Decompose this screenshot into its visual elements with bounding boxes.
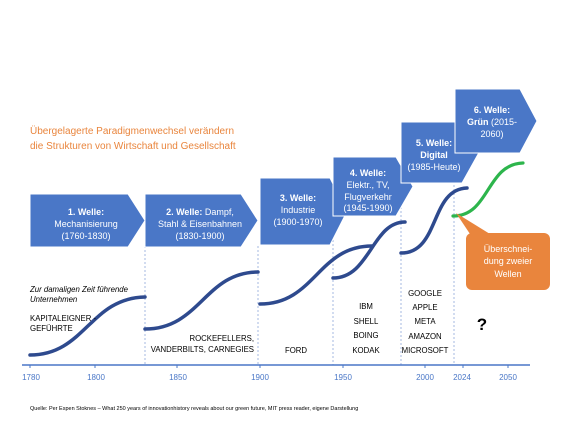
tick-label: 1800 — [87, 373, 105, 382]
wave-4-shape — [332, 156, 414, 217]
wave-curves — [28, 161, 525, 357]
wave-boundary-guides — [144, 153, 455, 365]
companies-intro-line-1: Zur damaligen Zeit führende — [29, 285, 129, 294]
companies-intro-line-2: Unternehmen — [30, 295, 77, 304]
wave-5-company: AMAZON — [408, 332, 441, 341]
callout-line-1: Überschnei- — [484, 244, 533, 254]
callout-box — [466, 233, 550, 290]
wave-1-shape — [29, 193, 146, 248]
callout-line-3: Wellen — [494, 269, 521, 279]
tick-label: 2000 — [416, 373, 434, 382]
wave-4-period: (1945-1990) — [343, 203, 392, 213]
wave-4-curve — [331, 220, 407, 280]
wave-4-company: BOING — [353, 331, 378, 340]
wave-2-heading-topic: Dampf, — [205, 207, 234, 217]
wave-6-shape — [454, 88, 538, 154]
wave-5-company: GOOGLE — [408, 289, 442, 298]
tick-label: 1850 — [169, 373, 187, 382]
wave-2-arrow: 2. Welle: Dampf, Stahl & Eisenbahnen (183… — [144, 193, 259, 248]
wave-6-unknown-companies: ? — [477, 315, 487, 334]
wave-6-arrow: 6. Welle: Grün (2015- 2060) — [454, 88, 538, 154]
wave-2-period: (1830-1900) — [175, 231, 224, 241]
wave-3-period: (1900-1970) — [273, 217, 322, 227]
wave-6-curve — [451, 161, 525, 218]
tick-label: 1780 — [22, 373, 40, 382]
wave-5-period: (1985-Heute) — [407, 162, 460, 172]
wave-5-curve — [399, 186, 469, 255]
headline-line-2: die Strukturen von Wirtschaft und Gesell… — [30, 141, 236, 152]
callout-pointer — [456, 213, 490, 237]
source-note: Quelle: Per Espen Stoknes – What 250 yea… — [30, 406, 358, 412]
leading-companies: Zur damaligen Zeit führende Unternehmen … — [29, 285, 487, 355]
wave-3-company: FORD — [285, 346, 307, 355]
tick-label: 2050 — [499, 373, 517, 382]
wave-3-shape — [259, 177, 348, 246]
wave-4-arrow: 4. Welle: Elektr., TV, Flugverkehr (1945… — [332, 156, 414, 217]
tick-label: 1900 — [251, 373, 269, 382]
wave-2-company: VANDERBILTS, CARNEGIES — [151, 345, 254, 354]
wave-6-topic: Grün — [467, 117, 489, 127]
overlap-callout: Überschnei- dung zweier Wellen — [456, 213, 550, 290]
wave-1-heading: 1. Welle: — [68, 207, 104, 217]
wave-1-company: KAPITALEIGNER - — [30, 314, 97, 323]
wave-2-company: ROCKEFELLERS, — [189, 334, 254, 343]
wave-2-heading-label: 2. Welle: — [166, 207, 202, 217]
wave-1-company: GEFÜHRTE — [30, 324, 73, 333]
wave-1-topic: Mechanisierung — [54, 219, 118, 229]
wave-2-curve — [143, 270, 260, 331]
wave-6-period-start: (2015- — [491, 117, 517, 127]
wave-6-period-end: 2060) — [480, 129, 503, 139]
wave-1-curve — [28, 295, 147, 357]
wave-4-heading: 4. Welle: — [350, 168, 386, 178]
time-axis: 1780 1800 1850 1900 1950 2000 2024 2050 — [22, 364, 530, 382]
headline-line-1: Übergelagerte Paradigmenwechsel veränder… — [30, 125, 234, 137]
wave-3-heading: 3. Welle: — [280, 193, 316, 203]
wave-4-topic-line-2: Flugverkehr — [344, 192, 392, 202]
wave-3-curve — [258, 244, 374, 306]
wave-2-shape — [144, 193, 259, 248]
axis-ticks — [29, 365, 509, 368]
wave-1-arrow: 1. Welle: Mechanisierung (1760-1830) — [29, 193, 146, 248]
callout-line-2: dung zweier — [484, 256, 533, 266]
wave-5-company: MICROSOFT — [402, 346, 449, 355]
axis-tick-labels: 1780 1800 1850 1900 1950 2000 2024 2050 — [22, 373, 517, 382]
wave-2-heading: 2. Welle: Dampf, — [166, 207, 234, 217]
tick-label: 1950 — [334, 373, 352, 382]
wave-5-topic: Digital — [420, 150, 448, 160]
wave-4-company: IBM — [359, 302, 373, 311]
wave-6-topic-line: Grün (2015- — [467, 117, 517, 127]
wave-4-company: SHELL — [354, 317, 379, 326]
wave-2-topic: Stahl & Eisenbahnen — [158, 219, 242, 229]
wave-6-heading: 6. Welle: — [474, 105, 510, 115]
tick-label: 2024 — [453, 373, 471, 382]
wave-4-topic-line-1: Elektr., TV, — [346, 180, 389, 190]
headline: Übergelagerte Paradigmenwechsel veränder… — [30, 125, 236, 152]
wave-5-company: META — [414, 317, 436, 326]
wave-5-heading: 5. Welle: — [416, 138, 452, 148]
wave-5-company: APPLE — [412, 303, 437, 312]
wave-3-topic: Industrie — [281, 205, 316, 215]
wave-4-company: KODAK — [352, 346, 380, 355]
wave-3-arrow: 3. Welle: Industrie (1900-1970) — [259, 177, 348, 246]
wave-1-period: (1760-1830) — [61, 231, 110, 241]
